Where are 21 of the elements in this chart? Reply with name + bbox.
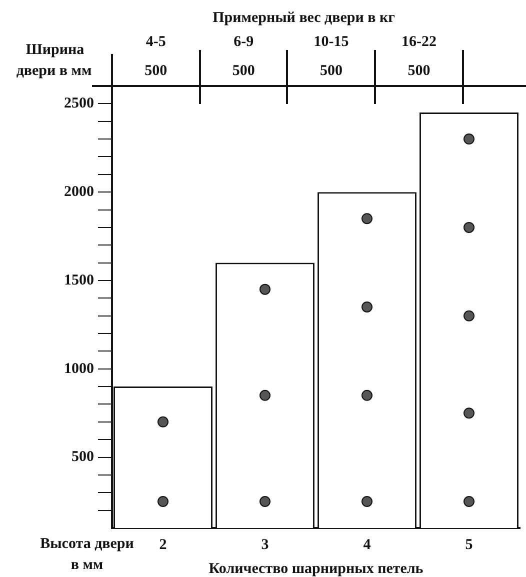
x-tick-label: 4 <box>363 536 372 553</box>
text: 16-22 <box>402 34 437 50</box>
y-tick-label: 2000 <box>64 184 94 200</box>
text: 500 <box>232 62 255 79</box>
chart-title: Примерный вес двери в кг <box>212 10 396 26</box>
x-tick-label: 5 <box>465 536 473 553</box>
text: 4-5 <box>146 34 166 50</box>
x-tick-label: 2 <box>159 536 167 553</box>
y-tick-label: 500 <box>72 449 94 466</box>
text: 500 <box>320 62 343 79</box>
text: 500 <box>408 62 430 79</box>
y-tick-label: 2500 <box>64 96 94 112</box>
x-axis-title: Количество шарнирных петель <box>208 560 424 577</box>
y-tick-label: 1000 <box>64 360 94 377</box>
text: Ширина двери в мм <box>16 42 92 79</box>
x-tick-label: 3 <box>261 536 269 553</box>
y-axis-title: Высота двери в мм <box>40 536 134 573</box>
text: 500 <box>144 62 168 79</box>
text: 6-9 <box>234 34 254 50</box>
y-tick-label: 1500 <box>64 272 94 288</box>
text: 10-15 <box>314 34 349 50</box>
